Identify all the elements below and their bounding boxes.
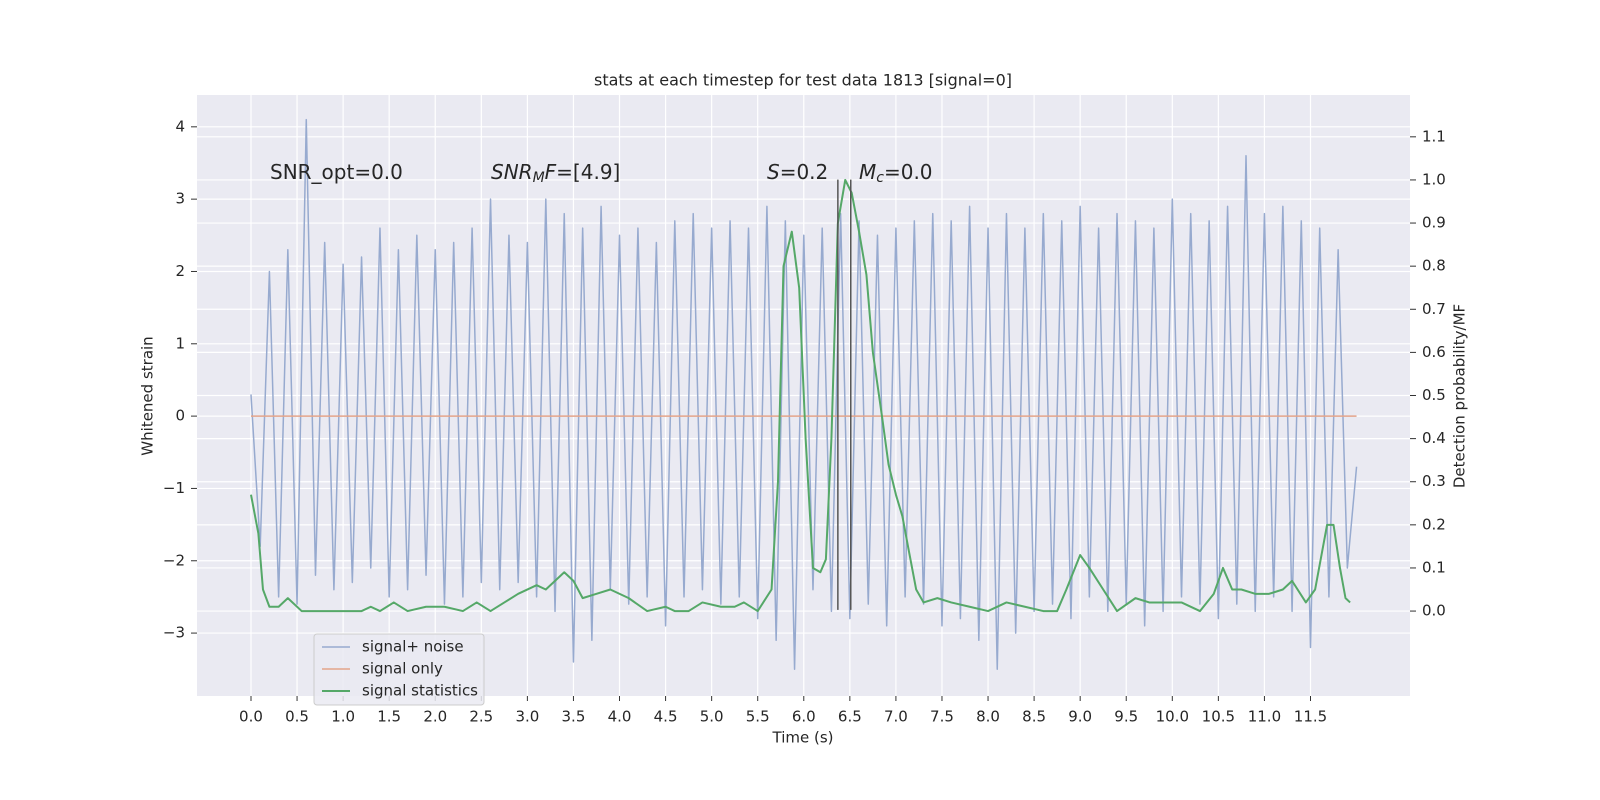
legend-label: signal only	[362, 660, 443, 678]
y2-tick-label: 0.4	[1422, 429, 1446, 447]
annotation: SNRMF=[4.9]	[491, 160, 620, 187]
x-tick-label: 6.0	[792, 708, 816, 726]
x-tick-label: 5.0	[700, 708, 724, 726]
marks	[250, 118, 1358, 670]
y-tick-label: −1	[163, 479, 185, 497]
annotation-part: =0.0	[884, 160, 933, 184]
y2-tick-label: 0.8	[1422, 257, 1446, 275]
y2-axis-label: Detection probability/MF	[1451, 304, 1469, 488]
legend-label: signal statistics	[362, 682, 478, 700]
x-tick-label: 8.5	[1022, 708, 1046, 726]
x-tick-label: 10.0	[1156, 708, 1189, 726]
x-tick-label: 1.0	[331, 708, 355, 726]
y2-tick-label: 0.6	[1422, 343, 1446, 361]
x-tick-label: 0.5	[285, 708, 309, 726]
x-tick-label: 0.0	[239, 708, 263, 726]
x-tick-label: 11.0	[1248, 708, 1281, 726]
annotation-part: SNR	[491, 160, 533, 184]
annotation: S=0.2	[767, 160, 828, 184]
y2-tick-label: 0.5	[1422, 386, 1446, 404]
y-tick-label: 2	[175, 262, 185, 280]
annotation-part: =0.2	[780, 160, 829, 184]
annotation-part: F	[545, 160, 557, 184]
annotation-part: S	[767, 160, 780, 184]
legend-label: signal+ noise	[362, 638, 464, 656]
x-tick-label: 2.0	[423, 708, 447, 726]
y2-tick-label: 1.1	[1422, 127, 1446, 145]
y2-tick-label: 0.9	[1422, 214, 1446, 232]
chart-title: stats at each timestep for test data 181…	[594, 71, 1012, 90]
x-axis-label: Time (s)	[772, 729, 834, 747]
x-tick-label: 6.5	[838, 708, 862, 726]
annotation: Mc=0.0	[859, 160, 933, 187]
x-tick-label: 7.5	[930, 708, 954, 726]
x-tick-label: 4.5	[654, 708, 678, 726]
y-tick-label: 4	[175, 117, 185, 135]
x-tick-label: 8.0	[976, 708, 1000, 726]
x-tick-label: 9.5	[1114, 708, 1138, 726]
x-tick-label: 5.5	[746, 708, 770, 726]
legend: signal+ noise signal only signal statistic…	[313, 633, 485, 706]
x-tick-label: 3.5	[562, 708, 586, 726]
y-tick-label: 3	[175, 190, 185, 208]
annotation-part: c	[876, 170, 884, 186]
y2-tick-label: 0.1	[1422, 558, 1446, 576]
y-tick-label: −2	[163, 551, 185, 569]
x-tick-label: 2.5	[469, 708, 493, 726]
overlay: 0.0 0.5 1.0 1.5 2.0 2.5 3.0 3.5 4.0 4.5 5.0 5.5 6.0 6…	[163, 117, 1446, 725]
y-axis-label: Whitened strain	[139, 336, 157, 455]
y-tick-label: 0	[175, 407, 185, 425]
y-tick-label: −3	[163, 624, 185, 642]
x-tick-label: 3.0	[515, 708, 539, 726]
y2-tick-label: 0.7	[1422, 300, 1446, 318]
x-tick-label: 7.0	[884, 708, 908, 726]
annotation: SNR_opt=0.0	[270, 160, 403, 184]
x-tick-label: 9.0	[1068, 708, 1092, 726]
series-line	[250, 118, 1358, 670]
x-tick-label: 11.5	[1294, 708, 1327, 726]
series-line	[250, 178, 1351, 613]
y2-tick-label: 0.2	[1422, 515, 1446, 533]
y2-tick-label: 0.3	[1422, 472, 1446, 490]
x-tick-label: 1.5	[377, 708, 401, 726]
y-tick-label: 1	[175, 334, 185, 352]
annotation-part: M	[533, 170, 545, 186]
y2-tick-label: 1.0	[1422, 170, 1446, 188]
annotation-part: M	[859, 160, 876, 184]
x-tick-label: 4.0	[608, 708, 632, 726]
annotation-part: =[4.9]	[556, 160, 620, 184]
x-tick-label: 10.5	[1202, 708, 1235, 726]
legend-box	[313, 633, 485, 706]
annotation-part: SNR_opt=0.0	[270, 160, 403, 184]
y2-tick-label: 0.0	[1422, 602, 1446, 620]
